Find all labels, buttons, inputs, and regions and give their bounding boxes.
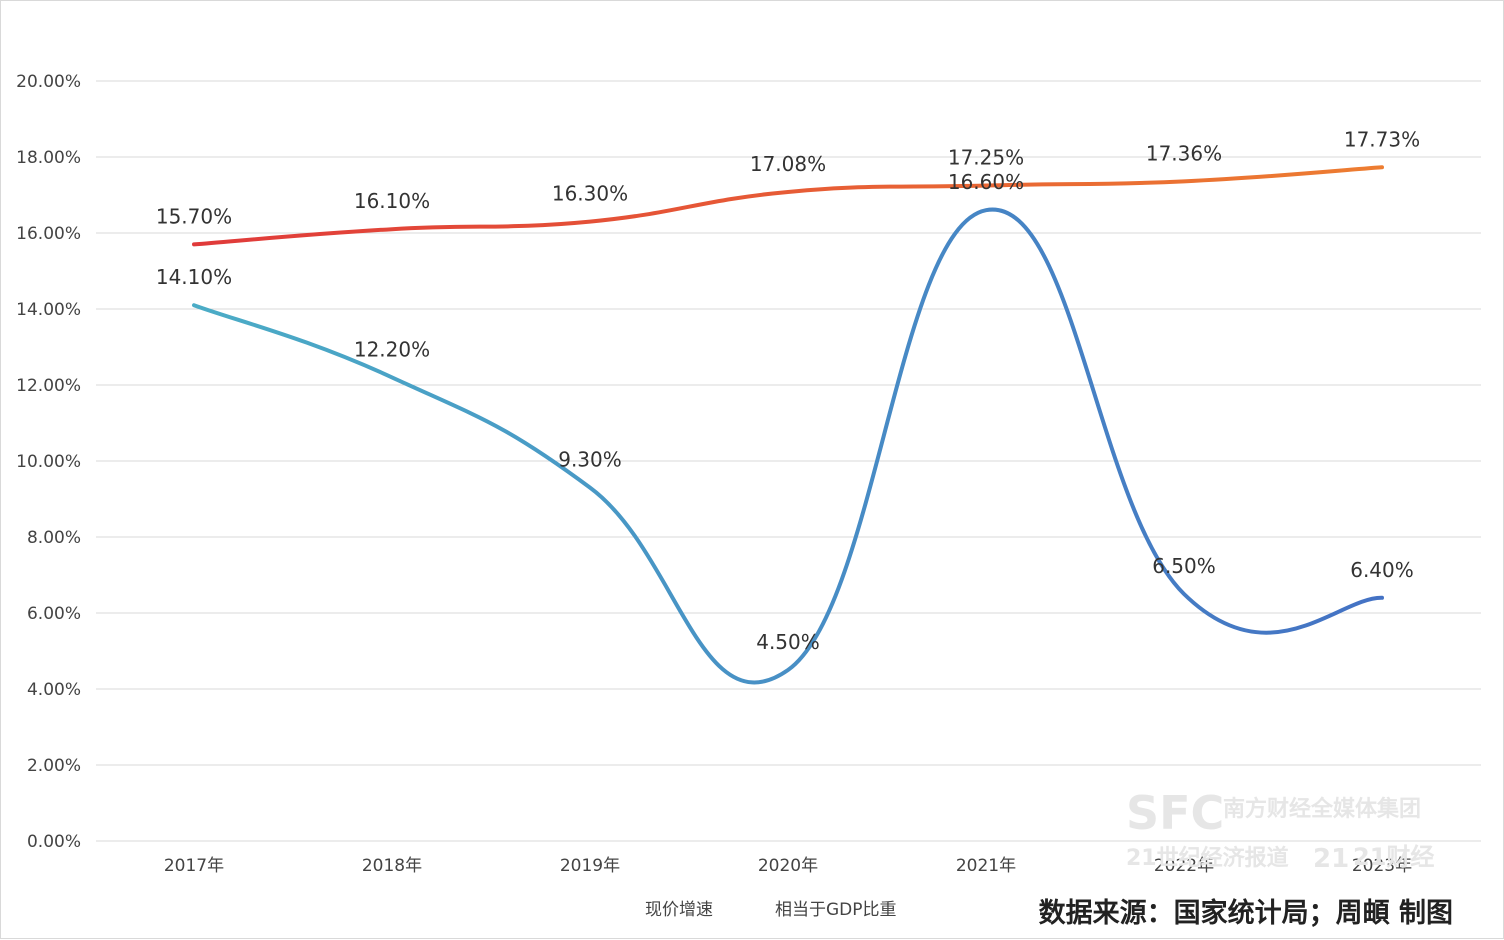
- series-line-gdp-share: [192, 165, 1384, 247]
- watermark-badge: 21: [1313, 844, 1349, 874]
- y-axis-ticks: 0.00% 2.00% 4.00% 6.00% 8.00% 10.00% 12.00% 14.…: [16, 72, 81, 852]
- data-label-growth: 6.40%: [1350, 558, 1414, 582]
- watermark-group: 南方财经全媒体集团: [1223, 796, 1421, 822]
- y-tick-label: 6.00%: [27, 604, 81, 624]
- y-tick-label: 10.00%: [16, 452, 81, 472]
- x-tick-label: 2018年: [362, 856, 422, 876]
- data-label-gdp-share: 15.70%: [156, 204, 232, 228]
- data-label-gdp-share: 17.36%: [1146, 141, 1222, 165]
- y-tick-label: 16.00%: [16, 224, 81, 244]
- source-note: 数据来源：国家统计局；周頔 制图: [1039, 897, 1453, 929]
- x-tick-label: 2019年: [560, 856, 620, 876]
- y-tick-label: 14.00%: [16, 300, 81, 320]
- x-tick-label: 2020年: [758, 856, 818, 876]
- data-label-growth: 12.20%: [354, 337, 430, 361]
- watermark: SFC 南方财经全媒体集团 21世纪经济报道 21 21财经: [1126, 786, 1434, 874]
- data-label-gdp-share: 17.25%: [948, 146, 1024, 170]
- x-tick-label: 2021年: [956, 856, 1016, 876]
- legend-label-growth: 现价增速: [645, 900, 713, 920]
- x-tick-label: 2022年: [1154, 856, 1214, 876]
- data-label-growth: 4.50%: [756, 630, 820, 654]
- watermark-paper: 21世纪经济报道: [1126, 845, 1289, 871]
- data-label-gdp-share: 17.08%: [750, 152, 826, 176]
- data-label-gdp-share: 16.30%: [552, 182, 628, 206]
- y-tick-label: 0.00%: [27, 832, 81, 852]
- data-labels: 14.10% 12.20% 9.30% 4.50% 16.60% 6.50% 6.40% 15…: [156, 127, 1420, 654]
- y-tick-label: 2.00%: [27, 756, 81, 776]
- series-line-growth: [192, 207, 1384, 685]
- watermark-brand: SFC: [1126, 786, 1224, 840]
- y-tick-label: 18.00%: [16, 148, 81, 168]
- data-label-growth: 6.50%: [1152, 554, 1216, 578]
- x-tick-label: 2017年: [164, 856, 224, 876]
- x-axis-ticks: 2017年 2018年 2019年 2020年 2021年 2022年 2023年: [164, 856, 1412, 876]
- data-label-growth: 16.60%: [948, 170, 1024, 194]
- y-tick-label: 20.00%: [16, 72, 81, 92]
- y-tick-label: 8.00%: [27, 528, 81, 548]
- data-label-growth: 14.10%: [156, 265, 232, 289]
- y-tick-label: 4.00%: [27, 680, 81, 700]
- x-tick-label: 2023年: [1352, 856, 1412, 876]
- gridlines: [96, 80, 1481, 842]
- watermark-finance: 21财经: [1353, 843, 1434, 871]
- data-label-gdp-share: 16.10%: [354, 189, 430, 213]
- legend: 现价增速 相当于GDP比重: [597, 900, 897, 920]
- series-lines: [192, 165, 1384, 685]
- y-tick-label: 12.00%: [16, 376, 81, 396]
- data-label-gdp-share: 17.73%: [1344, 127, 1420, 151]
- data-label-growth: 9.30%: [558, 448, 622, 472]
- legend-label-gdp-share: 相当于GDP比重: [775, 900, 897, 920]
